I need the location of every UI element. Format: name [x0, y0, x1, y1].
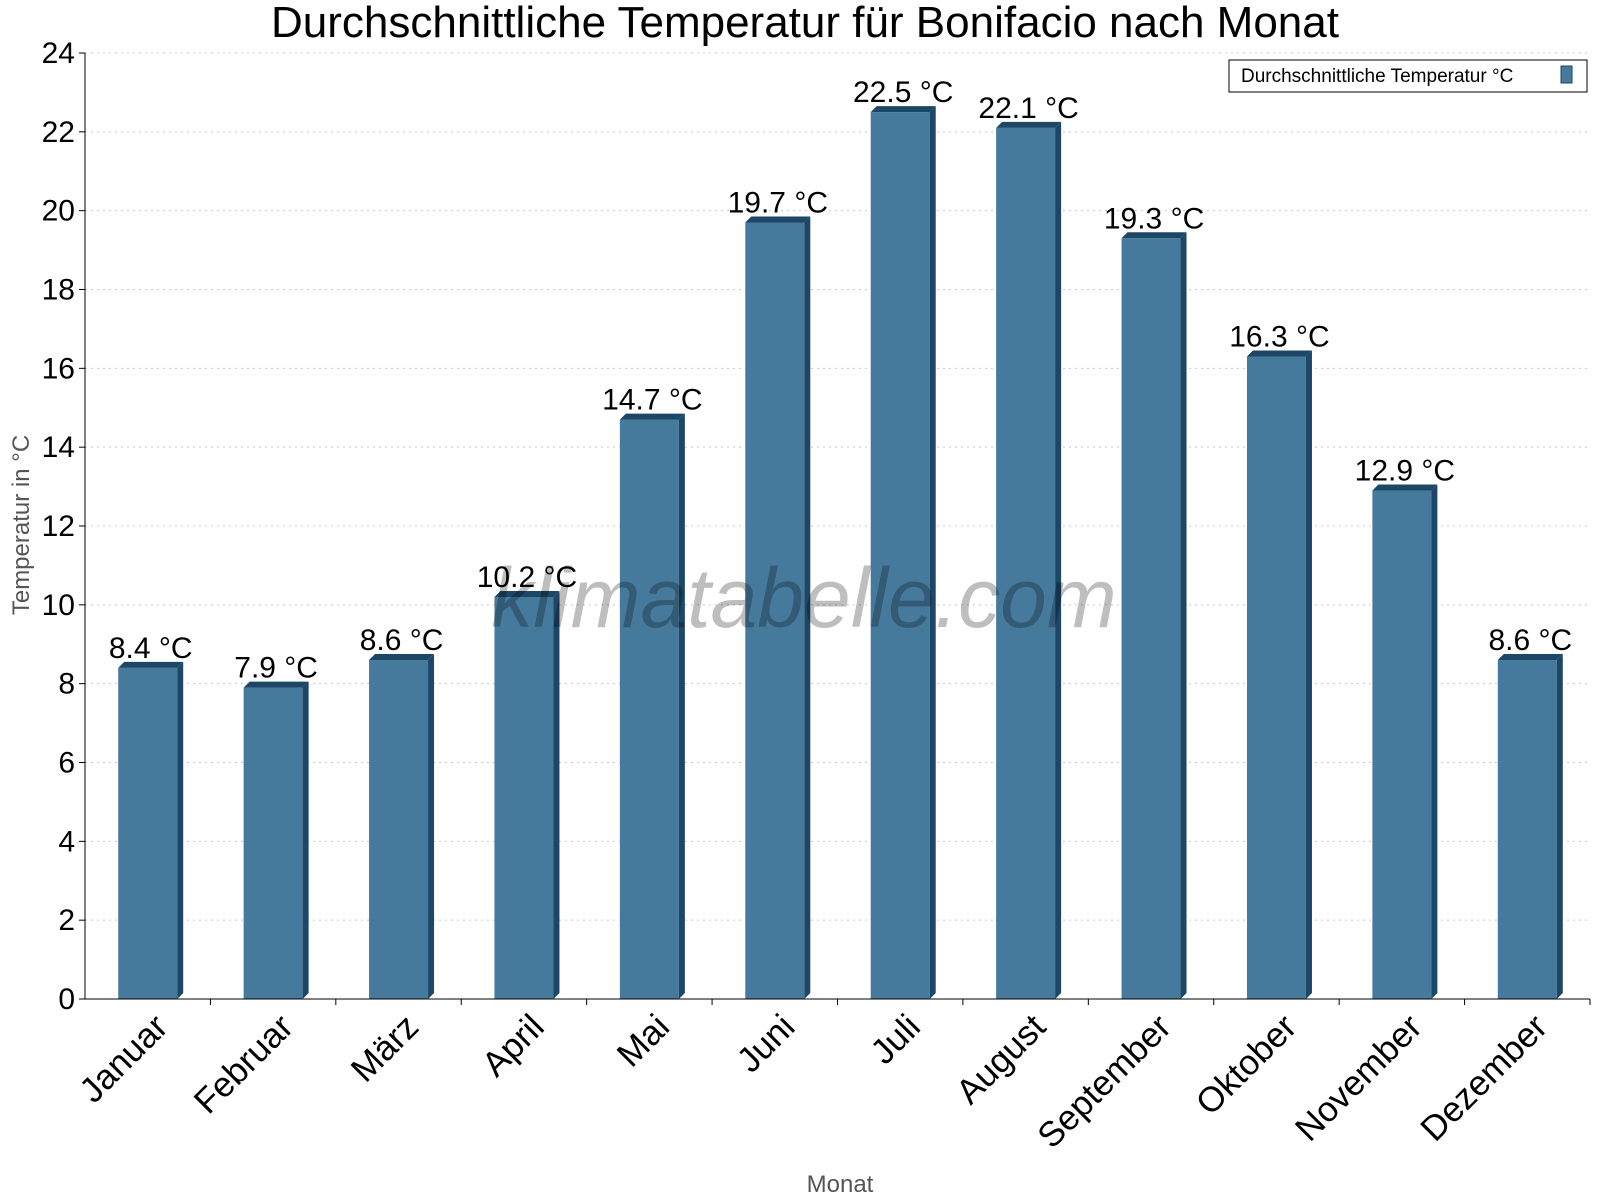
y-tick-label: 0	[58, 983, 75, 1016]
legend-swatch	[1560, 65, 1573, 84]
bar-side	[804, 216, 811, 999]
bar-top	[1246, 350, 1312, 357]
bar	[870, 106, 936, 999]
bar-side	[929, 106, 936, 999]
legend: Durchschnittliche Temperatur °C	[1228, 59, 1588, 93]
chart-title: Durchschnittliche Temperatur für Bonifac…	[271, 0, 1339, 47]
y-axis-title: Temperatur in °C	[8, 435, 35, 615]
data-label: 16.3 °C	[1229, 321, 1329, 354]
bar-side	[302, 681, 309, 999]
bar-side	[1556, 654, 1563, 999]
bar-side	[428, 654, 435, 999]
bars	[118, 106, 1563, 1000]
bar-front	[1497, 660, 1557, 999]
y-tick-label: 2	[58, 904, 75, 937]
bar-top	[494, 590, 560, 597]
bar-top	[996, 121, 1062, 128]
bar-front	[494, 596, 554, 999]
bar-top	[870, 106, 936, 113]
y-tick-label: 12	[42, 510, 75, 543]
bar-side	[1431, 484, 1438, 999]
data-labels: 8.4 °C 7.9 °C 8.6 °C 10.2 °C 14.7 °C 19.7 °C 2…	[109, 76, 1572, 684]
y-tick-label: 10	[42, 589, 75, 622]
data-label: 8.6 °C	[1488, 624, 1572, 657]
bar	[118, 661, 184, 999]
y-tick-label: 24	[42, 37, 75, 70]
bar-top	[1372, 484, 1438, 491]
data-label: 19.3 °C	[1104, 202, 1204, 235]
data-label: 19.7 °C	[728, 186, 828, 219]
bar-front	[1372, 490, 1432, 999]
bar-side	[1180, 232, 1187, 1000]
bar	[996, 121, 1062, 1000]
data-label: 22.5 °C	[853, 76, 953, 109]
y-tick-label: 22	[42, 116, 75, 149]
data-label: 14.7 °C	[602, 384, 702, 417]
bar	[1372, 484, 1438, 999]
bar-front	[996, 127, 1056, 1000]
bar	[494, 590, 560, 999]
watermark: klimatabelle.com	[491, 551, 1117, 645]
bar-top	[619, 413, 685, 420]
legend-box	[1228, 59, 1588, 93]
y-tick-label: 14	[42, 431, 75, 464]
bar-top	[745, 216, 811, 223]
bar-front	[243, 687, 303, 999]
data-label: 8.6 °C	[360, 624, 444, 657]
data-label: 8.4 °C	[109, 632, 193, 665]
bar-front	[1246, 356, 1306, 1000]
y-tick-label: 20	[42, 195, 75, 228]
bar-side	[177, 661, 184, 999]
legend-label: Durchschnittliche Temperatur °C	[1241, 66, 1513, 87]
y-tick-label: 8	[58, 668, 75, 701]
bar-top	[369, 654, 435, 661]
bar	[619, 413, 685, 999]
bar-side	[1305, 350, 1312, 1000]
bar-front	[619, 419, 679, 999]
y-tick-label: 18	[42, 274, 75, 307]
bar-top	[1497, 654, 1563, 661]
bar-front	[1121, 238, 1181, 1000]
bar-front	[369, 660, 429, 999]
bar-front	[870, 112, 930, 999]
bar-front	[745, 222, 805, 999]
y-tick-label: 16	[42, 352, 75, 385]
bar	[1246, 350, 1312, 1000]
y-tick-label: 6	[58, 747, 75, 780]
data-label: 12.9 °C	[1355, 455, 1455, 488]
bar	[243, 681, 309, 999]
gridlines	[85, 52, 1590, 921]
y-tick-label: 4	[58, 825, 75, 858]
bar-side	[678, 413, 685, 999]
data-label: 22.1 °C	[978, 92, 1078, 125]
bar	[1121, 232, 1187, 1000]
bar-front	[118, 667, 178, 999]
bar-top	[243, 681, 309, 688]
x-axis-title: Monat	[807, 1171, 874, 1198]
data-label: 7.9 °C	[234, 652, 318, 685]
bar	[1497, 654, 1563, 999]
bar	[745, 216, 811, 999]
bar	[369, 654, 435, 999]
bar-top	[118, 661, 184, 668]
bar-top	[1121, 232, 1187, 239]
bar-side	[1055, 121, 1062, 1000]
bar-side	[553, 590, 560, 999]
data-label: 10.2 °C	[477, 561, 577, 594]
